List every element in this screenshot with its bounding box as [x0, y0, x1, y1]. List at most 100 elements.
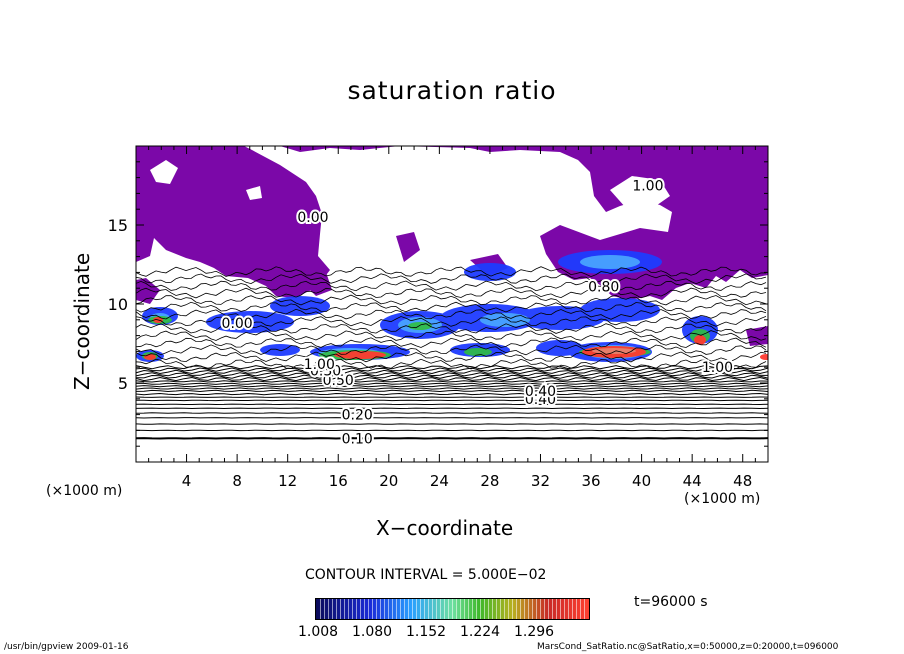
contour-label: 1.00 [702, 360, 733, 376]
colorbar-divider [496, 599, 497, 619]
contour-label: 0.00 [222, 316, 253, 332]
contour-line [136, 287, 767, 299]
colorbar-divider [436, 599, 437, 619]
colorbar-divider [380, 599, 381, 619]
time-label: t=96000 s [634, 594, 708, 610]
contour-label: 1.00 [632, 179, 663, 195]
colorbar-divider [388, 599, 389, 619]
y-axis-label: Z−coordinate [70, 252, 94, 390]
contour-line [136, 382, 768, 385]
contour-line [136, 369, 768, 375]
colorbar-divider [352, 599, 353, 619]
colorbar-divider [348, 599, 349, 619]
contour-label: 0.40 [525, 384, 556, 400]
colorbar-divider [360, 599, 361, 619]
colorbar-divider [364, 599, 365, 619]
chart-title: saturation ratio [347, 76, 557, 105]
colorbar-divider [576, 599, 577, 619]
colorbar-divider [328, 599, 329, 619]
y-tick-label: 5 [118, 374, 128, 393]
colorbar-divider [564, 599, 565, 619]
low-saturation-region [136, 146, 768, 300]
colorbar-divider [504, 599, 505, 619]
colorbar-divider [520, 599, 521, 619]
colorbar-divider [448, 599, 449, 619]
x-tick-label: 4 [182, 472, 192, 490]
colorbar-divider [440, 599, 441, 619]
contour-line [136, 316, 767, 327]
colorbar-divider [452, 599, 453, 619]
contour-line [136, 280, 767, 292]
contour-line [136, 351, 767, 363]
colorbar-divider [508, 599, 509, 619]
colorbar-divider [424, 599, 425, 619]
contour-line [136, 365, 768, 370]
x-tick-label: 12 [278, 472, 297, 490]
footer-program: /usr/bin/gpview 2009-01-16 [4, 642, 129, 652]
x-axis-unit: (×1000 m) [684, 491, 761, 507]
x-tick-label: 32 [531, 472, 550, 490]
colorbar-divider [384, 599, 385, 619]
colorbar-divider [544, 599, 545, 619]
y-axis-unit: (×1000 m) [46, 483, 123, 499]
colorbar-divider [548, 599, 549, 619]
colorbar-divider [408, 599, 409, 619]
colorbar-divider [524, 599, 525, 619]
colorbar-divider [488, 599, 489, 619]
colorbar-tick-label: 1.080 [352, 624, 393, 640]
colorbar-divider [456, 599, 457, 619]
colorbar-divider [392, 599, 393, 619]
colorbar-divider [320, 599, 321, 619]
contour-line [136, 385, 768, 388]
colorbar-tick-label: 1.296 [514, 624, 555, 640]
contour-interval: CONTOUR INTERVAL = 5.000E−02 [305, 567, 547, 583]
x-tick-label: 48 [733, 472, 752, 490]
contour-label: 0.40 [525, 392, 556, 408]
colorbar-divider [432, 599, 433, 619]
colorbar-divider [368, 599, 369, 619]
colorbar-divider [512, 599, 513, 619]
contour-line [136, 389, 768, 393]
contour-line [136, 344, 767, 356]
colorbar-tick-label: 1.152 [406, 624, 447, 640]
colorbar-divider [332, 599, 333, 619]
x-tick-label: 40 [632, 472, 651, 490]
contour-line [136, 308, 767, 320]
x-tick-label: 36 [581, 472, 600, 490]
colorbar-divider [476, 599, 477, 619]
y-tick-label: 10 [108, 295, 128, 314]
contour-label: 0.20 [342, 408, 373, 424]
contour-line [136, 273, 767, 285]
colorbar-divider [516, 599, 517, 619]
colorbar-divider [372, 599, 373, 619]
contour-label: 1.00 [304, 357, 335, 373]
colorbar [315, 598, 590, 620]
colorbar-divider [552, 599, 553, 619]
x-tick-label: 44 [683, 472, 702, 490]
x-tick-label: 16 [329, 472, 348, 490]
colorbar-divider [528, 599, 529, 619]
contour-line [136, 358, 767, 370]
contour-line [136, 372, 768, 377]
contour-line [136, 330, 767, 341]
colorbar-divider [500, 599, 501, 619]
y-tick-label: 15 [108, 216, 128, 235]
colorbar-divider [336, 599, 337, 619]
colorbar-divider [472, 599, 473, 619]
colorbar-divider [344, 599, 345, 619]
contour-line [136, 266, 767, 278]
colorbar-divider [428, 599, 429, 619]
colorbar-divider [376, 599, 377, 619]
colorbar-divider [536, 599, 537, 619]
colorbar-divider [416, 599, 417, 619]
x-axis-label: X−coordinate [376, 516, 514, 540]
x-tick-label: 28 [480, 472, 499, 490]
colorbar-divider [568, 599, 569, 619]
colorbar-tick-label: 1.008 [298, 624, 339, 640]
footer-source: MarsCond_SatRatio.nc@SatRatio,x=0:50000,… [537, 642, 839, 652]
colorbar-divider [572, 599, 573, 619]
colorbar-divider [480, 599, 481, 619]
colorbar-divider [492, 599, 493, 619]
colorbar-divider [340, 599, 341, 619]
